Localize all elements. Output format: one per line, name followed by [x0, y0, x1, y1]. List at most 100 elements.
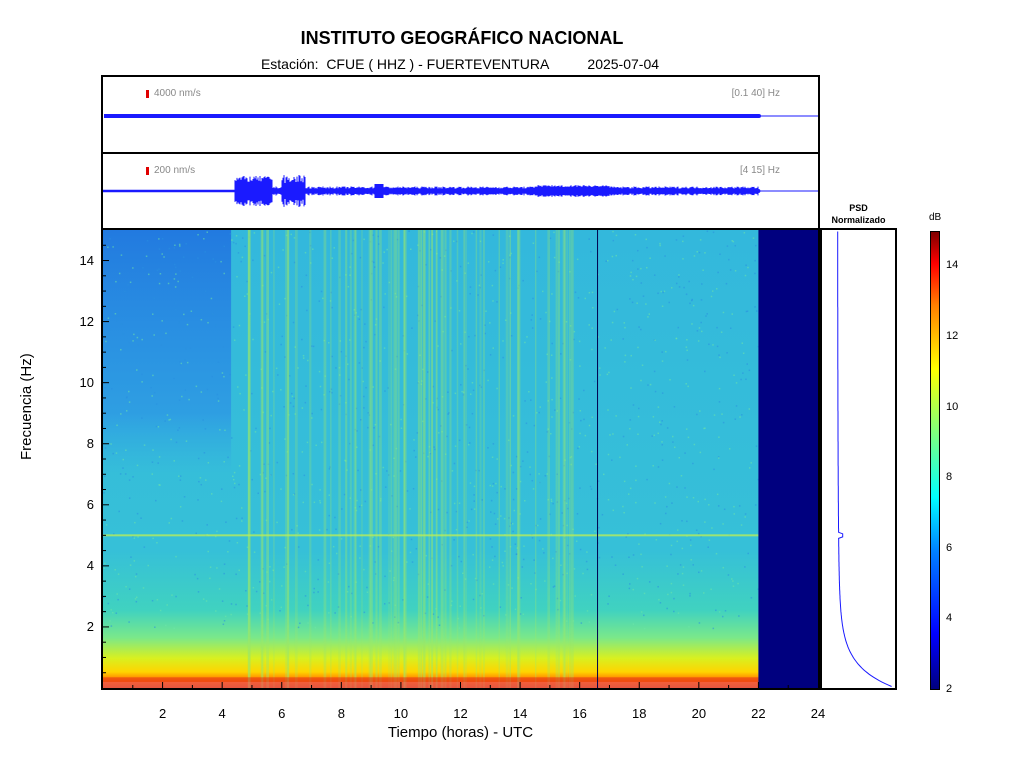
- spectrogram-speckle: [732, 580, 734, 582]
- spectrogram-speckle: [649, 383, 652, 386]
- spectrogram-speckle: [311, 483, 313, 486]
- spectrogram-speckle: [458, 627, 461, 629]
- spectrogram-speckle: [637, 433, 639, 435]
- spectrogram-speckle: [615, 415, 617, 417]
- spectrogram-speckle: [427, 455, 429, 458]
- spectrogram-speckle: [512, 530, 514, 533]
- spectrogram-speckle: [394, 604, 396, 607]
- colorbar-tick-label: 14: [946, 259, 959, 272]
- spectrogram-speckle: [320, 408, 323, 411]
- spectrogram-speckle: [158, 456, 161, 458]
- spectrogram-speckle: [628, 556, 630, 559]
- spectrogram-speckle: [333, 247, 336, 249]
- spectrogram-speckle: [566, 572, 568, 575]
- spectrogram-speckle: [382, 262, 384, 264]
- spectrogram-speckle: [682, 240, 684, 243]
- activity-stripe: [368, 230, 372, 688]
- spectrogram-speckle: [512, 498, 515, 501]
- spectrogram-speckle: [579, 548, 582, 551]
- spectrogram-speckle: [306, 441, 309, 444]
- chart-title: INSTITUTO GEOGRÁFICO NACIONAL: [300, 28, 624, 48]
- quiet-period-region: [103, 230, 232, 475]
- spectrogram-speckle: [565, 620, 568, 622]
- spectrogram-speckle: [194, 573, 196, 576]
- spectrogram-speckle: [236, 541, 239, 544]
- spectrogram-speckle: [441, 396, 444, 398]
- spectrogram-speckle: [529, 473, 532, 476]
- spectrogram-speckle: [235, 573, 237, 576]
- spectrogram-speckle: [436, 406, 438, 409]
- spectrogram-speckle: [173, 377, 175, 380]
- spectrogram-speckle: [538, 411, 540, 414]
- spectrogram-speckle: [129, 564, 132, 566]
- spectrogram-speckle: [670, 544, 673, 547]
- spectrogram-speckle: [384, 486, 387, 488]
- spectrogram-speckle: [700, 321, 702, 324]
- spectrogram-speckle: [678, 286, 681, 288]
- spectrogram-speckle: [334, 516, 336, 519]
- spectrogram-speckle: [223, 619, 226, 622]
- spectrogram-speckle: [518, 284, 520, 287]
- spectrogram-speckle: [711, 290, 714, 292]
- spectrogram-speckle: [374, 323, 377, 326]
- spectrogram-speckle: [483, 369, 485, 372]
- spectrogram-speckle: [727, 574, 730, 576]
- activity-stripe: [394, 230, 398, 688]
- spectrogram-speckle: [278, 303, 281, 305]
- spectrogram-speckle: [142, 587, 145, 589]
- spectrogram-speckle: [568, 497, 570, 500]
- x-tick-label: 6: [278, 706, 286, 721]
- x-tick-label: 18: [632, 706, 647, 721]
- spectrogram-speckle: [174, 302, 177, 304]
- spectrogram-speckle: [573, 568, 576, 570]
- spectrogram-speckle: [181, 520, 184, 522]
- spectrogram-speckle: [458, 310, 461, 312]
- spectrogram-speckle: [566, 507, 569, 510]
- spectrogram-speckle: [473, 485, 476, 488]
- spectrogram-speckle: [559, 599, 562, 602]
- spectrogram-speckle: [670, 582, 673, 585]
- spectrogram-speckle: [349, 274, 351, 277]
- spectrogram-speckle: [350, 252, 353, 255]
- spectrogram-speckle: [393, 475, 395, 477]
- spectrogram-speckle: [725, 282, 728, 285]
- spectrogram-speckle: [551, 342, 553, 345]
- spectrogram-speckle: [648, 581, 651, 583]
- spectrogram-speckle: [648, 313, 651, 315]
- spectrogram-speckle: [649, 257, 651, 259]
- spectrogram-speckle: [659, 244, 661, 247]
- spectrogram-speckle: [644, 533, 646, 535]
- spectrogram-speckle: [215, 610, 217, 612]
- spectrogram-speckle: [599, 374, 601, 376]
- activity-stripe: [456, 230, 459, 688]
- spectrogram-speckle: [184, 389, 187, 391]
- spectrogram-speckle: [553, 231, 555, 234]
- spectrogram-speckle: [542, 548, 544, 550]
- spectrogram-speckle: [441, 543, 443, 546]
- spectrogram-speckle: [611, 556, 613, 558]
- spectrogram-speckle: [441, 430, 443, 433]
- spectrogram-speckle: [339, 394, 342, 397]
- spectrogram-speckle: [718, 387, 721, 390]
- spectrogram-speckle: [526, 451, 529, 453]
- spectrogram-speckle: [431, 233, 434, 236]
- spectrogram-speckle: [265, 605, 268, 607]
- spectrogram-speckle: [240, 260, 242, 263]
- spectrogram-speckle: [286, 314, 288, 317]
- spectrogram-speckle: [509, 545, 512, 548]
- spectrogram-speckle: [530, 582, 532, 585]
- spectrogram-speckle: [366, 586, 368, 589]
- spectrogram-speckle: [238, 569, 240, 572]
- spectrogram-speckle: [670, 553, 672, 556]
- waveform-trace-2: [103, 175, 818, 207]
- spectrogram-speckle: [715, 288, 718, 290]
- spectrogram-speckle: [504, 550, 506, 553]
- band-low-red: [103, 677, 759, 688]
- spectrogram-speckle: [754, 306, 756, 308]
- spectrogram-speckle: [173, 627, 175, 629]
- spectrogram-speckle: [413, 449, 415, 452]
- spectrogram-speckle: [531, 314, 533, 316]
- spectrogram-speckle: [715, 552, 718, 555]
- spectrogram-speckle: [405, 295, 408, 298]
- spectrogram-speckle: [297, 532, 299, 534]
